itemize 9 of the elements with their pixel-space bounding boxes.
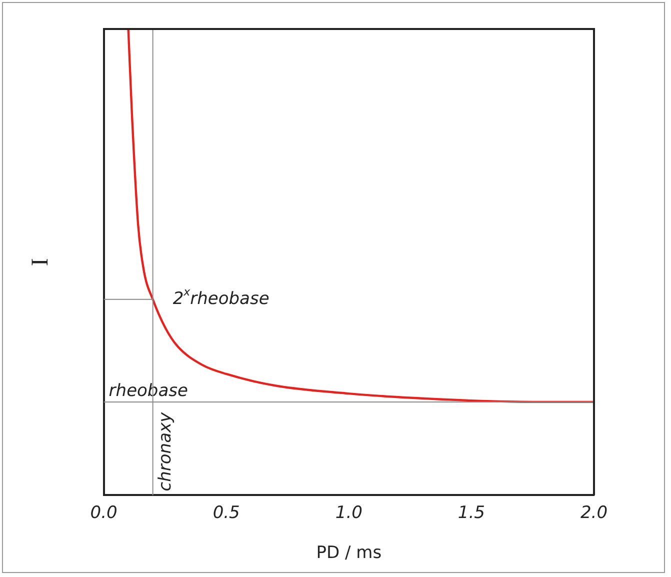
x-tick-label: 0.5 xyxy=(212,502,240,523)
ref-line-label: rheobase xyxy=(108,380,188,401)
y-axis-title: I xyxy=(28,258,54,266)
x-axis-title: PD / ms xyxy=(316,543,382,564)
x-tick-label: 1.5 xyxy=(458,502,485,523)
ref-line-label: chronaxy xyxy=(156,411,176,492)
x-tick-label: 0.0 xyxy=(90,502,118,523)
x-tick-label: 2.0 xyxy=(580,502,608,523)
x-tick-label: 1.0 xyxy=(335,502,362,523)
